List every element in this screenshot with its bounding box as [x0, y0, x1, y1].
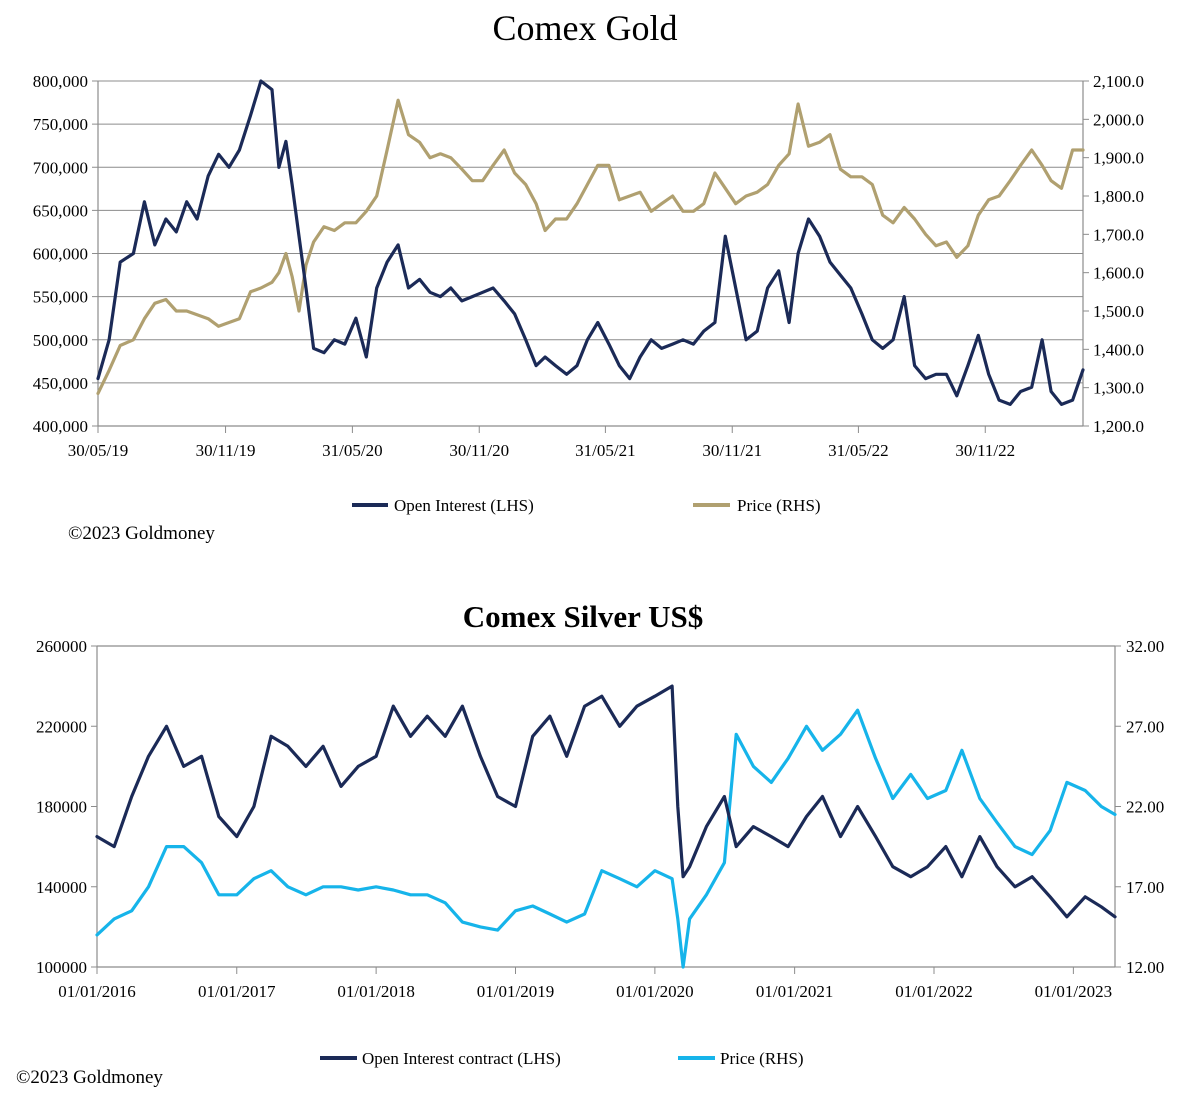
silver-legend: Open Interest contract (LHS) Price (RHS)	[320, 1049, 804, 1068]
x-tick-label: 31/05/20	[322, 441, 382, 460]
left-tick-label: 750,000	[33, 115, 88, 134]
silver-copyright: ©2023 Goldmoney	[16, 1067, 163, 1088]
left-tick-label: 700,000	[33, 158, 88, 177]
left-tick-label: 140000	[36, 878, 87, 897]
left-tick-label: 800,000	[33, 72, 88, 91]
silver-x-axis-ticks: 01/01/2016 01/01/2017 01/01/2018 01/01/2019…	[58, 967, 1112, 1001]
left-tick-label: 600,000	[33, 245, 88, 264]
left-tick-label: 650,000	[33, 201, 88, 220]
gold-x-axis-ticks: 30/05/19 30/11/19 31/05/20 30/11/20 31/05/21…	[68, 426, 1015, 460]
gold-chart: Comex Gold 400,000 450,000 500,000 550,000 6…	[33, 8, 1144, 544]
silver-chart: Comex Silver US$ 100000 140000 180000 22000…	[16, 599, 1164, 1088]
gold-legend-label-price: Price (RHS)	[737, 496, 821, 515]
right-tick-label: 1,600.0	[1093, 264, 1144, 283]
x-tick-label: 01/01/2018	[337, 982, 414, 1001]
silver-series-price-line	[95, 708, 1117, 969]
x-tick-label: 30/11/19	[196, 441, 256, 460]
x-tick-label: 30/11/20	[449, 441, 509, 460]
right-tick-label: 32.00	[1126, 637, 1164, 656]
x-tick-label: 01/01/2023	[1035, 982, 1112, 1001]
gold-left-axis-ticks: 400,000 450,000 500,000 550,000 600,000 650,0…	[33, 72, 98, 436]
silver-plot-frame	[96, 645, 1116, 968]
gold-legend: Open Interest (LHS) Price (RHS)	[352, 496, 821, 515]
left-tick-label: 550,000	[33, 288, 88, 307]
x-tick-label: 30/11/22	[955, 441, 1015, 460]
right-tick-label: 1,200.0	[1093, 417, 1144, 436]
right-tick-label: 22.00	[1126, 798, 1164, 817]
left-tick-label: 500,000	[33, 331, 88, 350]
gold-series-open-interest-line	[96, 79, 1085, 406]
right-tick-label: 1,800.0	[1093, 187, 1144, 206]
gold-series-price-line	[96, 98, 1085, 395]
right-tick-label: 27.00	[1126, 717, 1164, 736]
right-tick-label: 2,000.0	[1093, 110, 1144, 129]
x-tick-label: 01/01/2016	[58, 982, 135, 1001]
x-tick-label: 01/01/2019	[477, 982, 554, 1001]
x-tick-label: 30/11/21	[702, 441, 762, 460]
x-tick-label: 31/05/22	[828, 441, 888, 460]
x-tick-label: 01/01/2017	[198, 982, 276, 1001]
right-tick-label: 17.00	[1126, 878, 1164, 897]
right-tick-label: 1,400.0	[1093, 340, 1144, 359]
x-tick-label: 01/01/2020	[616, 982, 693, 1001]
silver-right-axis-ticks: 12.00 17.00 22.00 27.00 32.00	[1115, 637, 1164, 977]
right-tick-label: 1,500.0	[1093, 302, 1144, 321]
gold-right-axis-ticks: 1,200.0 1,300.0 1,400.0 1,500.0 1,600.0 1,700…	[1083, 72, 1144, 436]
right-tick-label: 1,700.0	[1093, 225, 1144, 244]
left-tick-label: 220000	[36, 717, 87, 736]
gold-gridlines	[98, 80, 1083, 427]
silver-legend-label-price: Price (RHS)	[720, 1049, 804, 1068]
x-tick-label: 31/05/21	[575, 441, 635, 460]
x-tick-label: 01/01/2021	[756, 982, 833, 1001]
left-tick-label: 400,000	[33, 417, 88, 436]
right-tick-label: 1,900.0	[1093, 149, 1144, 168]
left-tick-label: 100000	[36, 958, 87, 977]
gold-copyright: ©2023 Goldmoney	[68, 523, 215, 544]
x-tick-label: 01/01/2022	[895, 982, 972, 1001]
left-tick-label: 180000	[36, 798, 87, 817]
silver-left-axis-ticks: 100000 140000 180000 220000 260000	[36, 637, 97, 977]
gold-legend-label-open-interest: Open Interest (LHS)	[394, 496, 534, 515]
silver-series-lines	[95, 684, 1117, 969]
left-tick-label: 260000	[36, 637, 87, 656]
right-tick-label: 1,300.0	[1093, 379, 1144, 398]
gold-series-lines	[96, 79, 1085, 406]
left-tick-label: 450,000	[33, 374, 88, 393]
right-tick-label: 2,100.0	[1093, 72, 1144, 91]
silver-series-open-interest-line	[95, 684, 1117, 919]
right-tick-label: 12.00	[1126, 958, 1164, 977]
silver-chart-title: Comex Silver US$	[463, 599, 704, 634]
silver-legend-label-open-interest: Open Interest contract (LHS)	[362, 1049, 561, 1068]
x-tick-label: 30/05/19	[68, 441, 128, 460]
gold-chart-title: Comex Gold	[493, 8, 678, 48]
